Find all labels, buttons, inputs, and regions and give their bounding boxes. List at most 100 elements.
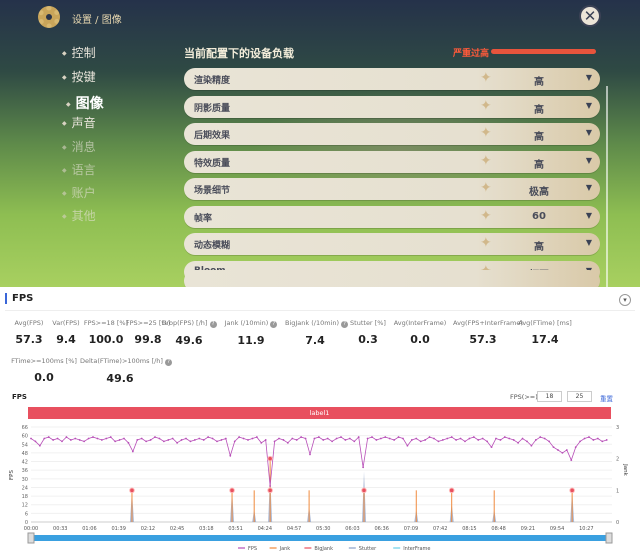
setting-row[interactable]: 后期效果 ✦ 高 ▼: [184, 123, 600, 145]
fps-point: [78, 439, 81, 441]
metric-value: 49.6: [175, 334, 203, 347]
help-icon[interactable]: ?: [209, 321, 217, 328]
dropdown-arrow-icon[interactable]: ▼: [585, 155, 592, 165]
slider-handle-left[interactable]: [27, 532, 35, 544]
slider-handle-right[interactable]: [605, 532, 613, 544]
dropdown-arrow-icon[interactable]: ▼: [585, 73, 592, 82]
metric-value: 99.8: [134, 333, 162, 346]
fps-point: [419, 440, 422, 443]
fps-point: [517, 441, 520, 444]
device-load-title: 当前配置下的设备负载: [184, 47, 294, 60]
setting-row[interactable]: 帧率 ✦ 60 ▼: [184, 205, 600, 228]
x-tick-label: 00:33: [53, 526, 67, 532]
setting-value[interactable]: 高: [534, 132, 544, 143]
setting-value[interactable]: 极高: [529, 187, 549, 198]
sidebar-item[interactable]: 账户: [62, 184, 96, 201]
setting-value[interactable]: 高: [534, 242, 544, 253]
legend-item[interactable]: BigJank: [314, 546, 333, 552]
setting-row[interactable]: 渲染精度 ✦ 高 ▼: [184, 68, 600, 90]
help-icon[interactable]: ?: [165, 359, 173, 366]
fps-point: [375, 439, 378, 441]
fps-point: [123, 437, 125, 440]
metric: FTime>=100ms [%] 0.0: [4, 357, 84, 384]
fps-point: [583, 437, 586, 440]
fps-point: [357, 436, 360, 438]
help-icon[interactable]: ?: [341, 321, 349, 328]
close-button[interactable]: ✕: [579, 5, 601, 27]
x-tick-label: 00:00: [24, 526, 38, 532]
bigjank-marker: [229, 487, 235, 494]
star-decoration-icon: ✦: [480, 207, 492, 224]
sidebar-item[interactable]: 控制: [62, 44, 96, 61]
device-load-level: 严重过高: [453, 49, 490, 59]
fps-point: [189, 440, 192, 443]
fps-point: [100, 439, 103, 441]
fps-point: [83, 440, 86, 443]
star-decoration-icon: ✦: [480, 70, 492, 86]
fps-point: [371, 436, 373, 438]
star-decoration-icon: ✦: [480, 180, 492, 196]
setting-row-partial[interactable]: [184, 270, 600, 287]
metric: Avg(InterFrame) 0.0: [390, 319, 450, 346]
dropdown-arrow-icon[interactable]: ▼: [585, 210, 592, 220]
fps-point: [437, 440, 440, 443]
reset-button[interactable]: 重置: [600, 395, 613, 403]
settings-scrollbar[interactable]: [606, 86, 608, 287]
fps-point: [433, 437, 435, 440]
fps-point: [326, 437, 329, 440]
fps-point: [282, 439, 285, 441]
sidebar-item[interactable]: 图像: [66, 93, 104, 113]
dropdown-arrow-icon[interactable]: ▼: [585, 100, 592, 110]
help-icon[interactable]: ?: [270, 321, 278, 328]
fps-point: [344, 439, 347, 441]
setting-value[interactable]: 高: [534, 77, 544, 88]
y-tick-label: 30: [22, 477, 28, 483]
x-tick-label: 07:09: [404, 526, 418, 532]
fps-point: [30, 437, 32, 440]
fps-point: [92, 436, 94, 438]
fps-point: [415, 437, 418, 440]
legend-item[interactable]: InterFrame: [403, 546, 430, 552]
fps-point: [34, 440, 37, 443]
setting-value[interactable]: 高: [534, 159, 544, 171]
setting-row[interactable]: 特效质量 ✦ 高 ▼: [184, 150, 600, 173]
setting-row[interactable]: 场景细节 ✦ 极高 ▼: [184, 178, 600, 200]
fps-point: [512, 439, 515, 441]
fps-point: [313, 437, 316, 440]
fps-point: [162, 440, 165, 443]
sidebar-item[interactable]: 声音: [62, 114, 96, 131]
setting-value[interactable]: 60: [532, 210, 546, 222]
x-tick-label: 10:27: [579, 526, 593, 532]
sidebar-item[interactable]: 按键: [62, 68, 96, 85]
fps-point: [158, 437, 161, 440]
setting-row[interactable]: 阴影质量 ✦ 高 ▼: [184, 95, 600, 118]
time-range-slider[interactable]: [30, 535, 612, 541]
collapse-icon[interactable]: ▾: [619, 294, 631, 306]
metric-label: FPS>=25 [%]: [125, 319, 171, 327]
fps-point: [459, 437, 462, 440]
dropdown-arrow-icon[interactable]: ▼: [585, 128, 592, 137]
fps-point: [410, 439, 413, 441]
metric-label: FTime>=100ms [%]: [11, 357, 77, 365]
y-tick-label: 42: [22, 460, 28, 466]
legend-item[interactable]: Stutter: [359, 546, 377, 552]
setting-row[interactable]: 动态模糊 ✦ 高 ▼: [184, 233, 600, 255]
threshold-input-2[interactable]: 25: [567, 391, 592, 402]
metric: Var(FPS) 9.4: [36, 319, 96, 346]
sidebar-item[interactable]: 语言: [62, 161, 96, 178]
metric-value: 7.4: [305, 334, 325, 347]
fps-point: [136, 439, 139, 441]
legend-item[interactable]: FPS: [248, 546, 257, 552]
sidebar-item[interactable]: 消息: [62, 138, 96, 155]
legend-item[interactable]: Jank: [279, 546, 291, 552]
metric: Drop(FPS) [/h] ? 49.6: [159, 319, 219, 347]
fps-point: [52, 439, 55, 441]
threshold-input-1[interactable]: 18: [537, 391, 562, 402]
setting-label: 阴影质量: [194, 103, 231, 114]
dropdown-arrow-icon[interactable]: ▼: [585, 183, 592, 192]
fps-point: [340, 436, 342, 438]
metric: Avg(FPS) 57.3: [0, 319, 59, 346]
setting-value[interactable]: 高: [534, 104, 544, 116]
dropdown-arrow-icon[interactable]: ▼: [585, 238, 592, 247]
sidebar-item[interactable]: 其他: [62, 207, 96, 224]
